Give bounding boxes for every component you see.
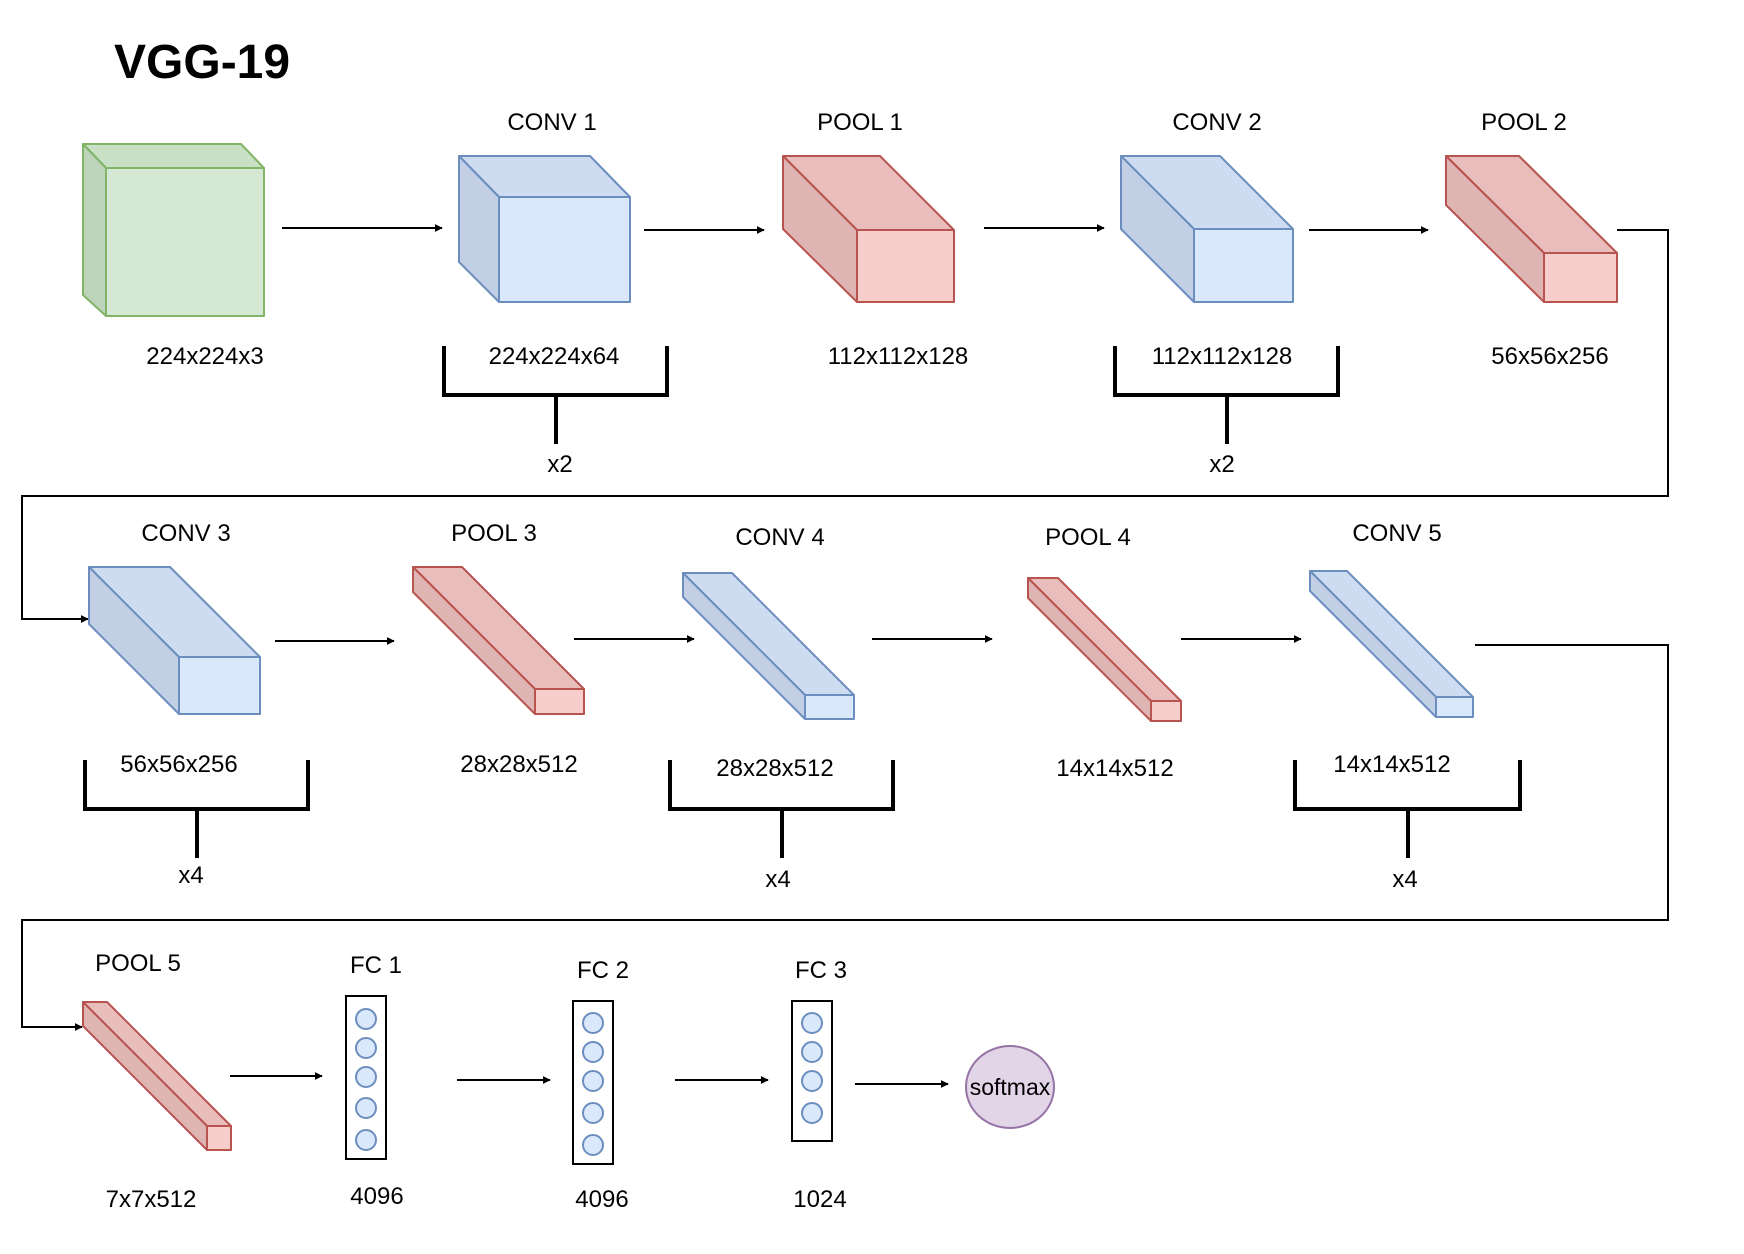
conv4-block xyxy=(682,572,855,720)
conv5-block-front xyxy=(1435,696,1474,718)
pool2-dims-label: 56x56x256 xyxy=(1491,343,1608,370)
input-block-front xyxy=(105,167,265,317)
pool3-dims-label: 28x28x512 xyxy=(460,751,577,778)
conv5-repeat-label: x4 xyxy=(1392,866,1417,893)
softmax-node xyxy=(965,1045,1055,1129)
fc2-units-label: 4096 xyxy=(575,1186,628,1213)
input-block xyxy=(82,143,265,317)
pool5-dims-label: 7x7x512 xyxy=(106,1186,197,1213)
fc1-label: FC 1 xyxy=(350,952,402,979)
conv3-block xyxy=(88,566,261,715)
fc3-neuron xyxy=(801,1070,823,1092)
pool5-block-side xyxy=(82,1001,208,1151)
pool1-dims-label: 112x112x128 xyxy=(828,343,969,370)
conv4-block-front xyxy=(804,694,855,720)
fc1-neuron xyxy=(355,1008,377,1030)
conv1-repeat-label: x2 xyxy=(547,451,572,478)
fc1-units-label: 4096 xyxy=(350,1183,403,1210)
input-block-side xyxy=(82,143,107,317)
conv5-repeat-brace xyxy=(1293,760,1522,858)
input-block-top xyxy=(82,143,265,169)
pool1-label: POOL 1 xyxy=(817,109,903,136)
pool4-block-top xyxy=(1027,577,1182,702)
fc1-neuron xyxy=(355,1129,377,1151)
pool1-block-front xyxy=(856,229,955,303)
fc2-neuron xyxy=(582,1041,604,1063)
conv4-dims-label: 28x28x512 xyxy=(716,755,833,782)
conv2-label: CONV 2 xyxy=(1172,109,1261,136)
pool2-block xyxy=(1445,155,1618,303)
pool3-block xyxy=(412,566,585,715)
connector-pool2-to-conv3 xyxy=(21,229,1669,623)
conv3-block-front xyxy=(178,656,261,715)
conv5-label: CONV 5 xyxy=(1352,520,1441,547)
conv1-block xyxy=(458,155,631,303)
conv3-repeat-brace xyxy=(83,760,310,858)
fc3-neuron xyxy=(801,1041,823,1063)
fc2-neuron xyxy=(582,1102,604,1124)
pool2-label: POOL 2 xyxy=(1481,109,1567,136)
fc3-neuron xyxy=(801,1012,823,1034)
fc1-neuron xyxy=(355,1037,377,1059)
conv3-repeat-label: x4 xyxy=(178,862,203,889)
conv4-repeat-brace xyxy=(668,760,895,858)
pool3-block-front xyxy=(534,688,585,715)
conv4-repeat-label: x4 xyxy=(765,866,790,893)
fc3-units-label: 1024 xyxy=(793,1186,846,1213)
fc3-label: FC 3 xyxy=(795,957,847,984)
conv5-block-top xyxy=(1309,570,1474,698)
fc3-neuron xyxy=(801,1102,823,1124)
conv2-repeat-brace xyxy=(1113,346,1340,444)
pool5-block-top xyxy=(82,1001,232,1127)
input-dims-label: 224x224x3 xyxy=(146,343,263,370)
diagram-title: VGG-19 xyxy=(114,36,290,89)
pool2-block-front xyxy=(1543,252,1618,303)
pool4-label: POOL 4 xyxy=(1045,524,1131,551)
conv5-block xyxy=(1309,570,1474,718)
fc1-neuron xyxy=(355,1066,377,1088)
conv1-label: CONV 1 xyxy=(507,109,596,136)
conv1-repeat-brace xyxy=(442,346,669,444)
conv3-label: CONV 3 xyxy=(141,520,230,547)
pool1-block xyxy=(782,155,955,303)
conv1-dims-label: 224x224x64 xyxy=(489,343,620,370)
connector-conv5-to-pool5 xyxy=(21,644,1669,1031)
fc1-neuron xyxy=(355,1097,377,1119)
conv2-block-front xyxy=(1193,228,1294,303)
pool4-block-side xyxy=(1027,577,1152,722)
conv4-label: CONV 4 xyxy=(735,524,824,551)
pool5-block-front xyxy=(206,1125,232,1151)
fc2-neuron xyxy=(582,1134,604,1156)
pool4-dims-label: 14x14x512 xyxy=(1056,755,1173,782)
conv3-dims-label: 56x56x256 xyxy=(120,751,237,778)
conv2-dims-label: 112x112x128 xyxy=(1152,343,1293,370)
pool4-block-front xyxy=(1150,700,1182,722)
pool5-block xyxy=(82,1001,232,1151)
conv2-block xyxy=(1120,155,1294,303)
softmax-label: softmax xyxy=(970,1074,1051,1100)
fc2-neuron xyxy=(582,1012,604,1034)
conv1-block-front xyxy=(498,196,631,303)
conv2-repeat-label: x2 xyxy=(1209,451,1234,478)
fc2-label: FC 2 xyxy=(577,957,629,984)
fc2-neuron xyxy=(582,1070,604,1092)
pool4-block xyxy=(1027,577,1182,722)
pool5-label: POOL 5 xyxy=(95,950,181,977)
conv5-dims-label: 14x14x512 xyxy=(1333,751,1450,778)
pool3-label: POOL 3 xyxy=(451,520,537,547)
